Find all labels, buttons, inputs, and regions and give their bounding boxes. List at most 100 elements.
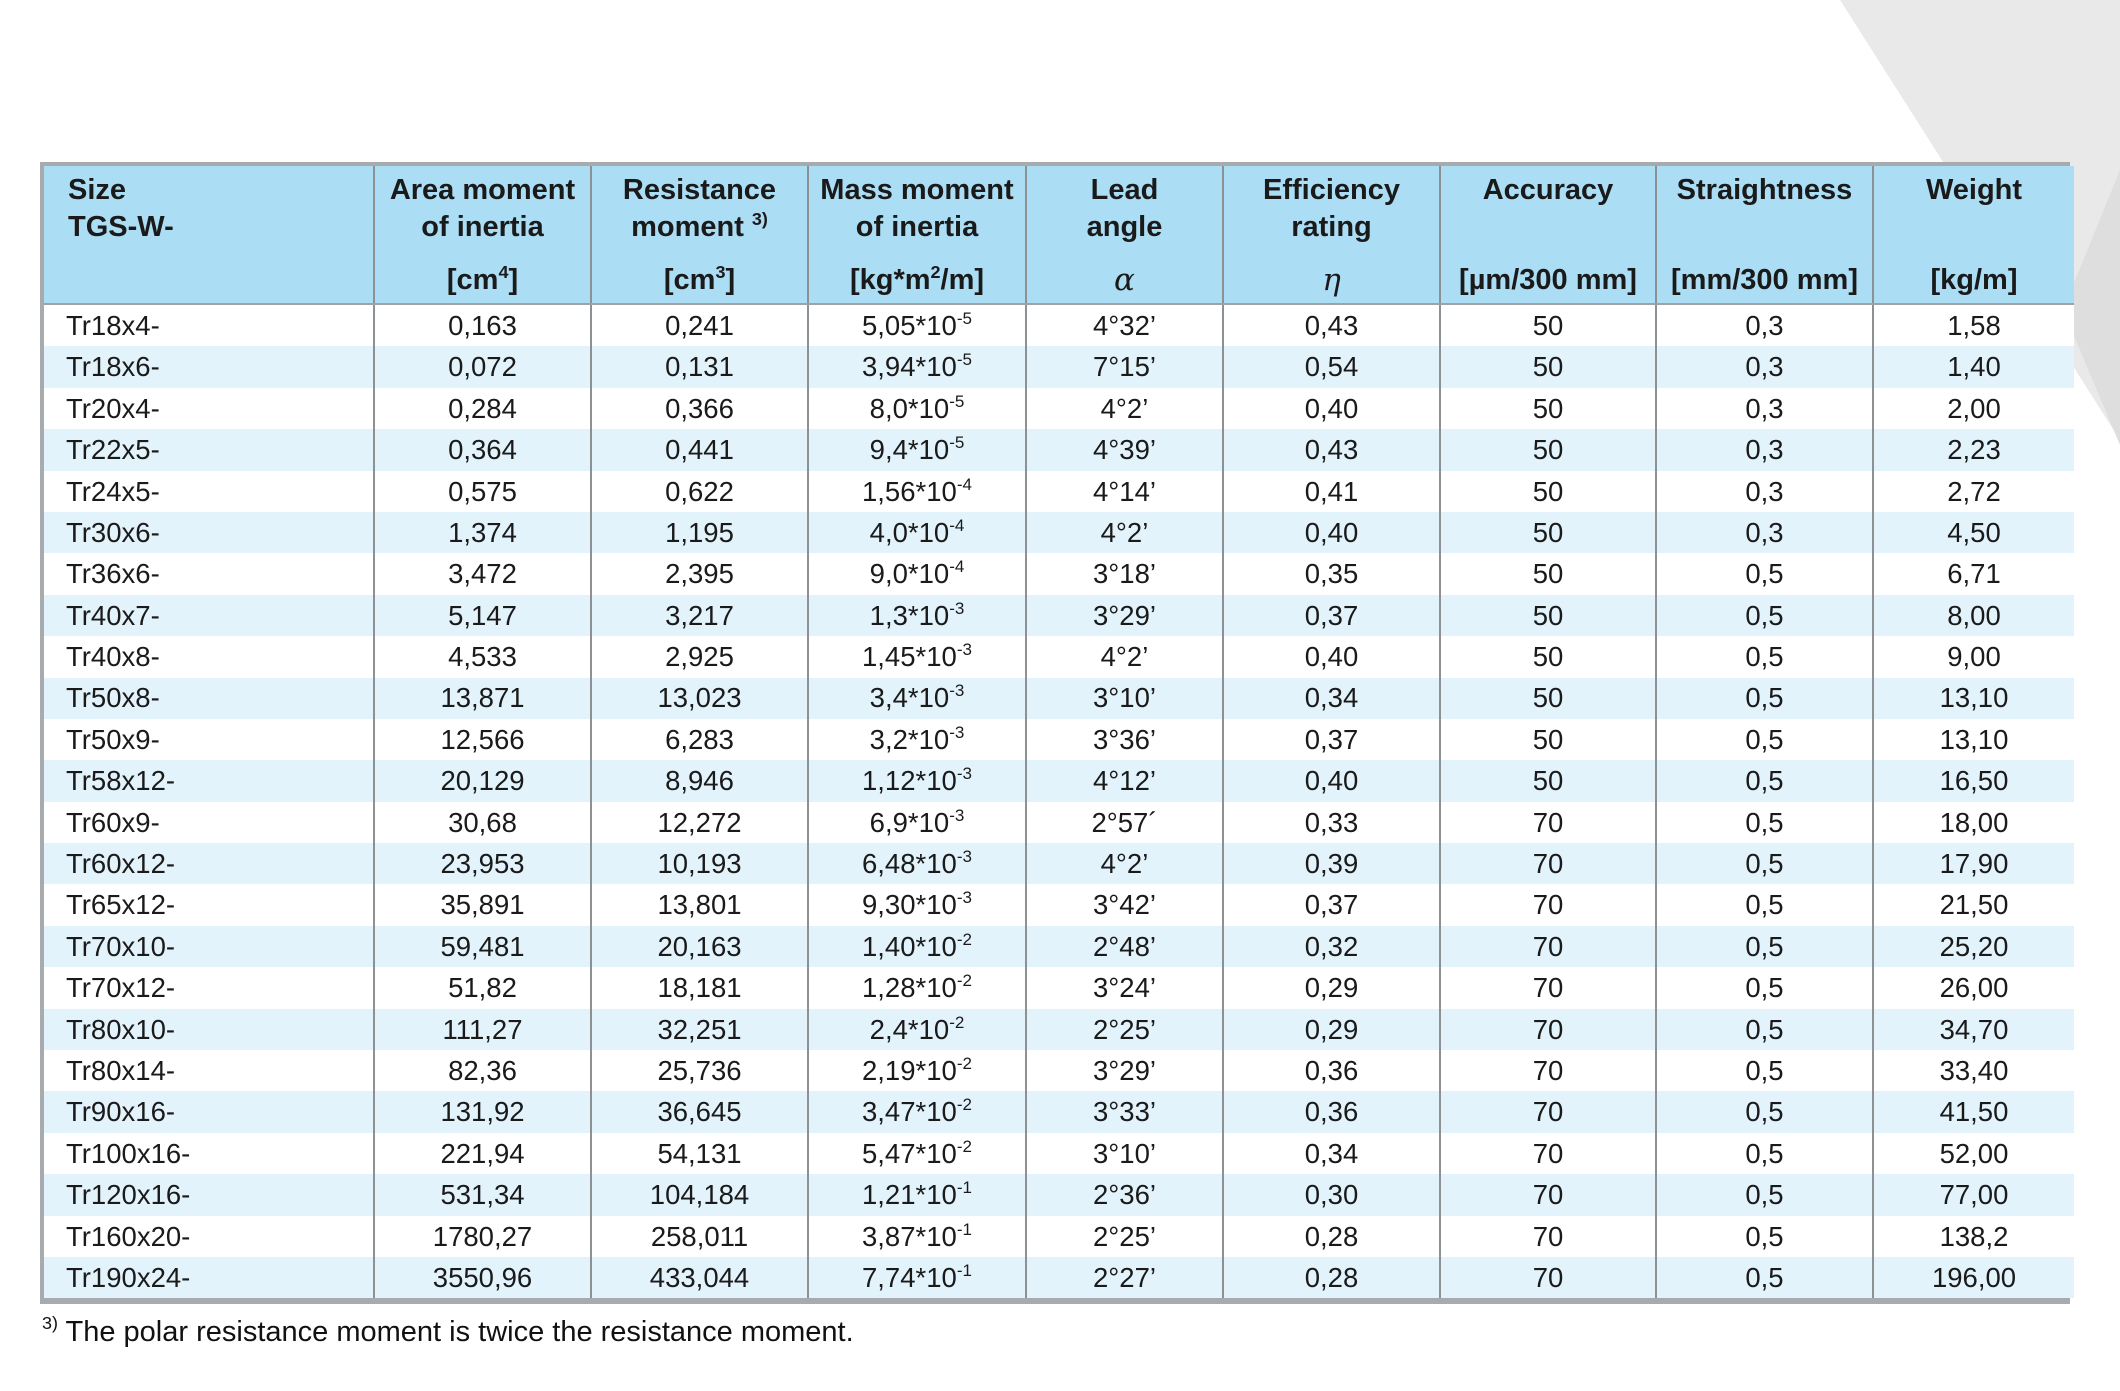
- cell-resistance: 258,011: [590, 1215, 808, 1257]
- cell-mass-moment: 2,19*10-2: [807, 1050, 1026, 1092]
- cell-straightness: 0,3: [1655, 346, 1873, 388]
- cell-resistance: 54,131: [590, 1132, 808, 1175]
- cell-straightness: 0,5: [1655, 1215, 1873, 1257]
- cell-mass-moment: 1,45*10-3: [807, 636, 1026, 678]
- table-row: Tr30x6- 1,374 1,195 4,0*10-4 4°2’ 0,40 50 0,3 4,…: [44, 511, 2074, 554]
- table-row: Tr40x7- 5,147 3,217 1,3*10-3 3°29’ 0,37 50 0,5 8…: [44, 594, 2074, 637]
- cell-resistance: 20,163: [590, 925, 808, 968]
- column-title: Resistance moment 3): [622, 174, 777, 244]
- cell-lead-angle: 2°57´: [1025, 801, 1223, 844]
- superscript: -4: [949, 515, 965, 535]
- cell-accuracy: 70: [1439, 1132, 1656, 1175]
- cell-area-moment: 4,533: [373, 636, 591, 678]
- cell-size: Tr50x8-: [66, 682, 160, 714]
- cell-area-moment: 0,575: [373, 470, 591, 512]
- cell-resistance: 12,272: [590, 801, 808, 844]
- cell-mass-moment: 1,28*10-2: [807, 967, 1026, 1009]
- cell-accuracy: 50: [1439, 346, 1656, 388]
- table-row: Tr90x16- 131,92 36,645 3,47*10-2 3°33’ 0,36 70…: [44, 1091, 2074, 1133]
- cell-area-moment: 13,871: [373, 677, 591, 719]
- cell-size: Tr160x20-: [66, 1220, 191, 1252]
- cell-efficiency: 0,29: [1222, 967, 1440, 1009]
- column-unit: [cm4]: [446, 261, 519, 297]
- table-row: Tr60x12- 23,953 10,193 6,48*10-3 4°2’ 0,39 70 0…: [44, 843, 2074, 885]
- cell-resistance: 2,395: [590, 553, 808, 595]
- column-title: Efficiency rating: [1263, 174, 1400, 244]
- cell-size: Tr18x4-: [66, 309, 160, 341]
- cell-efficiency: 0,36: [1222, 1050, 1440, 1092]
- cell-lead-angle: 2°36’: [1025, 1174, 1223, 1216]
- cell-straightness: 0,3: [1655, 511, 1873, 554]
- cell-straightness: 0,5: [1655, 553, 1873, 595]
- cell-lead-angle: 3°29’: [1025, 594, 1223, 637]
- cell-efficiency: 0,28: [1222, 1215, 1440, 1257]
- table-row: Tr120x16- 531,34 104,184 1,21*10-1 2°36’ 0,30…: [44, 1174, 2074, 1216]
- cell-weight: 13,10: [1872, 718, 2074, 761]
- superscript: -2: [949, 1012, 965, 1032]
- cell-area-moment: 12,566: [373, 718, 591, 761]
- cell-straightness: 0,5: [1655, 718, 1873, 761]
- cell-efficiency: 0,37: [1222, 718, 1440, 761]
- table-header-row: Size TGS-W- Area moment of inertia [cm4] Resi…: [44, 166, 2074, 305]
- column-header-straightness: Straightness [mm/300 mm]: [1655, 166, 1873, 305]
- cell-resistance: 10,193: [590, 843, 808, 885]
- superscript: 3): [751, 208, 768, 229]
- cell-efficiency: 0,43: [1222, 304, 1440, 347]
- cell-area-moment: 3,472: [373, 553, 591, 595]
- column-title: Mass moment of inertia: [820, 174, 1014, 244]
- cell-mass-moment: 9,4*10-5: [807, 429, 1026, 471]
- cell-area-moment: 20,129: [373, 760, 591, 802]
- superscript: -2: [956, 971, 972, 991]
- cell-straightness: 0,5: [1655, 1008, 1873, 1051]
- cell-size: Tr65x12-: [66, 889, 176, 921]
- superscript: -3: [956, 764, 972, 784]
- cell-accuracy: 70: [1439, 1215, 1656, 1257]
- cell-accuracy: 70: [1439, 1050, 1656, 1092]
- superscript: -3: [956, 847, 972, 867]
- cell-resistance: 36,645: [590, 1091, 808, 1133]
- superscript: -1: [956, 1219, 972, 1239]
- cell-area-moment: 35,891: [373, 884, 591, 926]
- cell-weight: 1,58: [1872, 304, 2074, 347]
- footnote-3: 3) The polar resistance moment is twice …: [42, 1313, 854, 1348]
- cell-straightness: 0,5: [1655, 967, 1873, 1009]
- column-unit: [48, 297, 369, 299]
- cell-size: Tr60x12-: [66, 848, 176, 880]
- cell-straightness: 0,5: [1655, 925, 1873, 968]
- cell-accuracy: 70: [1439, 843, 1656, 885]
- table-row: Tr18x6- 0,072 0,131 3,94*10-5 7°15’ 0,54 50 0,3…: [44, 346, 2074, 388]
- cell-resistance: 0,131: [590, 346, 808, 388]
- cell-straightness: 0,3: [1655, 304, 1873, 347]
- cell-area-moment: 82,36: [373, 1050, 591, 1092]
- column-header-size: Size TGS-W-: [44, 166, 374, 305]
- table-header: Size TGS-W- Area moment of inertia [cm4] Resi…: [44, 166, 2074, 305]
- cell-accuracy: 50: [1439, 553, 1656, 595]
- column-unit: [kg/m]: [1930, 264, 2018, 297]
- cell-area-moment: 531,34: [373, 1174, 591, 1216]
- column-unit: [kg*m2/m]: [849, 261, 985, 297]
- cell-weight: 6,71: [1872, 553, 2074, 595]
- column-header-accuracy: Accuracy [µm/300 mm]: [1439, 166, 1656, 305]
- cell-weight: 34,70: [1872, 1008, 2074, 1051]
- corner-decoration-dark-wedge: [2063, 170, 2120, 445]
- table-row: Tr22x5- 0,364 0,441 9,4*10-5 4°39’ 0,43 50 0,3 2…: [44, 429, 2074, 471]
- cell-size: Tr58x12-: [66, 765, 176, 797]
- cell-straightness: 0,5: [1655, 760, 1873, 802]
- column-header-weight: Weight [kg/m]: [1872, 166, 2074, 305]
- cell-mass-moment: 6,9*10-3: [807, 801, 1026, 844]
- cell-size: Tr80x10-: [66, 1013, 176, 1045]
- cell-efficiency: 0,37: [1222, 884, 1440, 926]
- cell-accuracy: 50: [1439, 718, 1656, 761]
- column-unit: [cm3]: [663, 261, 736, 297]
- cell-efficiency: 0,28: [1222, 1256, 1440, 1299]
- cell-weight: 1,40: [1872, 346, 2074, 388]
- cell-size: Tr120x16-: [66, 1179, 191, 1211]
- cell-resistance: 433,044: [590, 1256, 808, 1299]
- cell-mass-moment: 8,0*10-5: [807, 387, 1026, 430]
- superscript: 3: [715, 261, 726, 282]
- cell-lead-angle: 4°2’: [1025, 843, 1223, 885]
- cell-accuracy: 50: [1439, 594, 1656, 637]
- cell-lead-angle: 4°2’: [1025, 636, 1223, 678]
- cell-accuracy: 50: [1439, 636, 1656, 678]
- cell-mass-moment: 5,05*10-5: [807, 304, 1026, 347]
